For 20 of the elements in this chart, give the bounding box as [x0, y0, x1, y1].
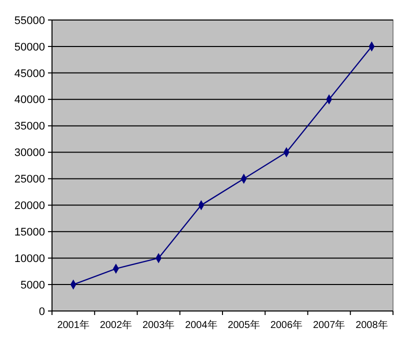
- y-tick-label: 40000: [14, 94, 45, 106]
- y-tick-label: 5000: [20, 279, 45, 292]
- x-tick-label: 2001年: [57, 319, 90, 331]
- x-tick-label: 2007年: [312, 319, 346, 331]
- y-tick-label: 35000: [14, 120, 45, 133]
- y-tick-label: 15000: [14, 226, 45, 238]
- x-tick-label: 2002年: [100, 319, 132, 331]
- y-tick-label: 25000: [14, 174, 45, 186]
- x-tick-label: 2004年: [185, 319, 218, 331]
- y-tick-label: 50000: [14, 41, 45, 54]
- y-tick-label: 45000: [14, 68, 45, 80]
- x-tick-label: 2003年: [142, 319, 175, 331]
- y-tick-label: 10000: [14, 252, 45, 265]
- y-tick-label: 20000: [14, 200, 45, 212]
- y-tick-label: 0: [38, 306, 45, 318]
- x-tick-label: 2005年: [228, 319, 260, 331]
- y-tick-label: 55000: [14, 14, 45, 27]
- x-tick-label: 2006年: [270, 319, 303, 331]
- y-tick-label: 30000: [14, 147, 45, 160]
- x-tick-label: 2008年: [356, 319, 388, 331]
